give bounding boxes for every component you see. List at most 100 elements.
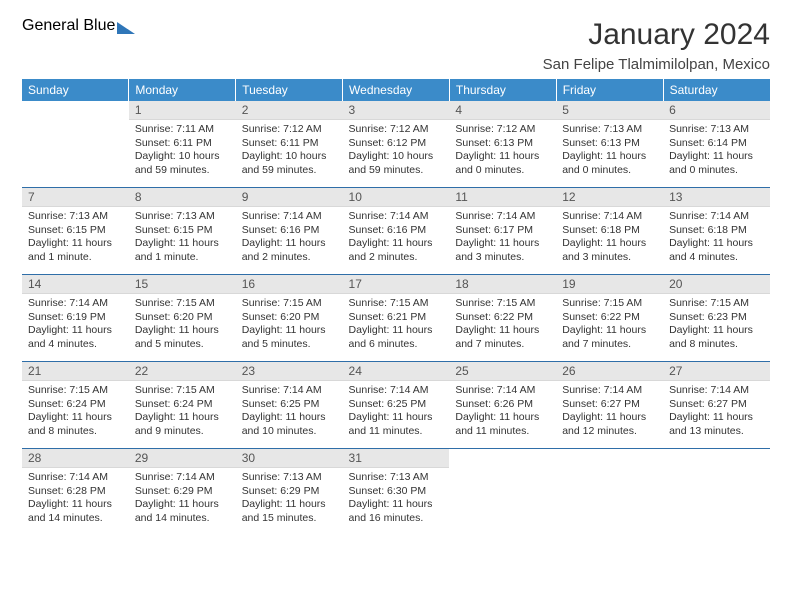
day-info-line: and 8 minutes. xyxy=(28,425,123,439)
day-number: 10 xyxy=(343,188,450,207)
calendar-day-cell: 17Sunrise: 7:15 AMSunset: 6:21 PMDayligh… xyxy=(343,275,450,362)
day-info-line: and 5 minutes. xyxy=(135,338,230,352)
calendar-day-cell: 9Sunrise: 7:14 AMSunset: 6:16 PMDaylight… xyxy=(236,188,343,275)
brand-line2: Blue xyxy=(83,17,115,34)
day-info-line: Sunrise: 7:15 AM xyxy=(135,384,230,398)
day-number: 17 xyxy=(343,275,450,294)
calendar-day-cell: 15 Sunrise: 7:15 AMSunset: 6:20 PMDayligh… xyxy=(129,275,236,362)
day-info-line: and 1 minute. xyxy=(28,251,123,265)
day-info-line: Sunrise: 7:14 AM xyxy=(669,384,764,398)
day-info-line: and 0 minutes. xyxy=(669,164,764,178)
day-info-line: Sunset: 6:11 PM xyxy=(135,137,230,151)
day-number: 13 xyxy=(663,188,770,207)
calendar-day-cell xyxy=(22,101,129,188)
day-number: 11 xyxy=(449,188,556,207)
calendar-day-cell xyxy=(556,449,663,535)
day-body: Sunrise: 7:14 AMSunset: 6:18 PMDaylight:… xyxy=(556,207,663,269)
day-body: Sunrise: 7:14 AMSunset: 6:16 PMDaylight:… xyxy=(236,207,343,269)
day-info-line: and 3 minutes. xyxy=(562,251,657,265)
day-body: Sunrise: 7:15 AMSunset: 6:20 PMDaylight:… xyxy=(236,294,343,356)
day-number: 15 xyxy=(129,275,236,294)
day-info-line: Sunrise: 7:15 AM xyxy=(455,297,550,311)
day-body: Sunrise: 7:14 AMSunset: 6:26 PMDaylight:… xyxy=(449,381,556,443)
day-info-line: and 5 minutes. xyxy=(242,338,337,352)
day-info-line: Sunset: 6:20 PM xyxy=(242,311,337,325)
day-number: 26 xyxy=(556,362,663,381)
calendar-week-row: 14Sunrise: 7:14 AMSunset: 6:19 PMDayligh… xyxy=(22,275,770,362)
calendar-day-cell: 19Sunrise: 7:15 AMSunset: 6:22 PMDayligh… xyxy=(556,275,663,362)
page-subtitle: San Felipe Tlalmimilolpan, Mexico xyxy=(543,56,770,73)
day-info-line: and 0 minutes. xyxy=(562,164,657,178)
calendar-day-cell: 27Sunrise: 7:14 AMSunset: 6:27 PMDayligh… xyxy=(663,362,770,449)
day-body: Sunrise: 7:12 AMSunset: 6:11 PMDaylight:… xyxy=(236,120,343,182)
calendar-day-cell: 12Sunrise: 7:14 AMSunset: 6:18 PMDayligh… xyxy=(556,188,663,275)
day-info-line: Daylight: 11 hours xyxy=(135,411,230,425)
calendar-day-cell: 18Sunrise: 7:15 AMSunset: 6:22 PMDayligh… xyxy=(449,275,556,362)
day-info-line: Daylight: 11 hours xyxy=(135,324,230,338)
day-number: 29 xyxy=(129,449,236,468)
day-info-line: Sunrise: 7:14 AM xyxy=(562,210,657,224)
day-info-line: Sunrise: 7:15 AM xyxy=(135,297,230,311)
calendar-day-cell: 4Sunrise: 7:12 AMSunset: 6:13 PMDaylight… xyxy=(449,101,556,188)
day-info-line: Sunrise: 7:13 AM xyxy=(135,210,230,224)
day-info-line: and 16 minutes. xyxy=(349,512,444,526)
weekday-header: Sunday xyxy=(22,79,129,101)
day-info-line: and 10 minutes. xyxy=(242,425,337,439)
calendar-day-cell: 6Sunrise: 7:13 AMSunset: 6:14 PMDaylight… xyxy=(663,101,770,188)
day-body: Sunrise: 7:14 AMSunset: 6:17 PMDaylight:… xyxy=(449,207,556,269)
day-info-line: Sunrise: 7:15 AM xyxy=(28,384,123,398)
calendar-week-row: 21Sunrise: 7:15 AMSunset: 6:24 PMDayligh… xyxy=(22,362,770,449)
day-body: Sunrise: 7:15 AMSunset: 6:24 PMDaylight:… xyxy=(129,381,236,443)
day-number: 12 xyxy=(556,188,663,207)
day-info-line: Daylight: 11 hours xyxy=(242,324,337,338)
day-number: 3 xyxy=(343,101,450,120)
day-info-line: Daylight: 11 hours xyxy=(135,237,230,251)
day-info-line: and 9 minutes. xyxy=(135,425,230,439)
calendar-day-cell: 20Sunrise: 7:15 AMSunset: 6:23 PMDayligh… xyxy=(663,275,770,362)
day-info-line: Daylight: 11 hours xyxy=(455,237,550,251)
calendar-table: SundayMondayTuesdayWednesdayThursdayFrid… xyxy=(22,79,770,535)
calendar-day-cell: 3Sunrise: 7:12 AMSunset: 6:12 PMDaylight… xyxy=(343,101,450,188)
day-info-line: Sunrise: 7:14 AM xyxy=(135,471,230,485)
day-info-line: Daylight: 11 hours xyxy=(669,324,764,338)
weekday-header: Friday xyxy=(556,79,663,101)
day-body: Sunrise: 7:15 AMSunset: 6:22 PMDaylight:… xyxy=(556,294,663,356)
day-info-line: Sunrise: 7:14 AM xyxy=(455,384,550,398)
day-info-line: Sunrise: 7:13 AM xyxy=(349,471,444,485)
day-info-line: Daylight: 11 hours xyxy=(455,411,550,425)
day-number: 31 xyxy=(343,449,450,468)
day-info-line: Daylight: 11 hours xyxy=(669,411,764,425)
day-body: Sunrise: 7:14 AMSunset: 6:29 PMDaylight:… xyxy=(129,468,236,530)
calendar-day-cell: 14Sunrise: 7:14 AMSunset: 6:19 PMDayligh… xyxy=(22,275,129,362)
day-info-line: Sunrise: 7:15 AM xyxy=(669,297,764,311)
day-info-line: Sunset: 6:24 PM xyxy=(135,398,230,412)
calendar-day-cell: 22Sunrise: 7:15 AMSunset: 6:24 PMDayligh… xyxy=(129,362,236,449)
day-info-line: Sunrise: 7:14 AM xyxy=(242,384,337,398)
calendar-day-cell: 7Sunrise: 7:13 AMSunset: 6:15 PMDaylight… xyxy=(22,188,129,275)
day-info-line: Sunset: 6:18 PM xyxy=(669,224,764,238)
day-info-line: Daylight: 11 hours xyxy=(28,237,123,251)
day-info-line: Sunset: 6:23 PM xyxy=(669,311,764,325)
calendar-day-cell: 25Sunrise: 7:14 AMSunset: 6:26 PMDayligh… xyxy=(449,362,556,449)
calendar-day-cell xyxy=(663,449,770,535)
calendar-week-row: 28Sunrise: 7:14 AMSunset: 6:28 PMDayligh… xyxy=(22,449,770,535)
calendar-body: 1Sunrise: 7:11 AMSunset: 6:11 PMDaylight… xyxy=(22,101,770,535)
day-info-line: and 1 minute. xyxy=(135,251,230,265)
day-info-line: Sunrise: 7:13 AM xyxy=(242,471,337,485)
day-info-line: Sunrise: 7:14 AM xyxy=(349,210,444,224)
day-number: 30 xyxy=(236,449,343,468)
day-info-line: Sunset: 6:17 PM xyxy=(455,224,550,238)
calendar-day-cell: 28Sunrise: 7:14 AMSunset: 6:28 PMDayligh… xyxy=(22,449,129,535)
brand-logo: General Blue xyxy=(22,18,135,34)
calendar-day-cell: 21Sunrise: 7:15 AMSunset: 6:24 PMDayligh… xyxy=(22,362,129,449)
day-info-line: and 0 minutes. xyxy=(455,164,550,178)
weekday-header: Wednesday xyxy=(343,79,450,101)
day-info-line: and 3 minutes. xyxy=(455,251,550,265)
day-number: 21 xyxy=(22,362,129,381)
day-info-line: Sunset: 6:20 PM xyxy=(135,311,230,325)
day-info-line: Sunset: 6:16 PM xyxy=(242,224,337,238)
weekday-header-row: SundayMondayTuesdayWednesdayThursdayFrid… xyxy=(22,79,770,101)
day-info-line: Daylight: 11 hours xyxy=(349,237,444,251)
day-info-line: Daylight: 11 hours xyxy=(562,150,657,164)
day-info-line: Daylight: 11 hours xyxy=(349,411,444,425)
